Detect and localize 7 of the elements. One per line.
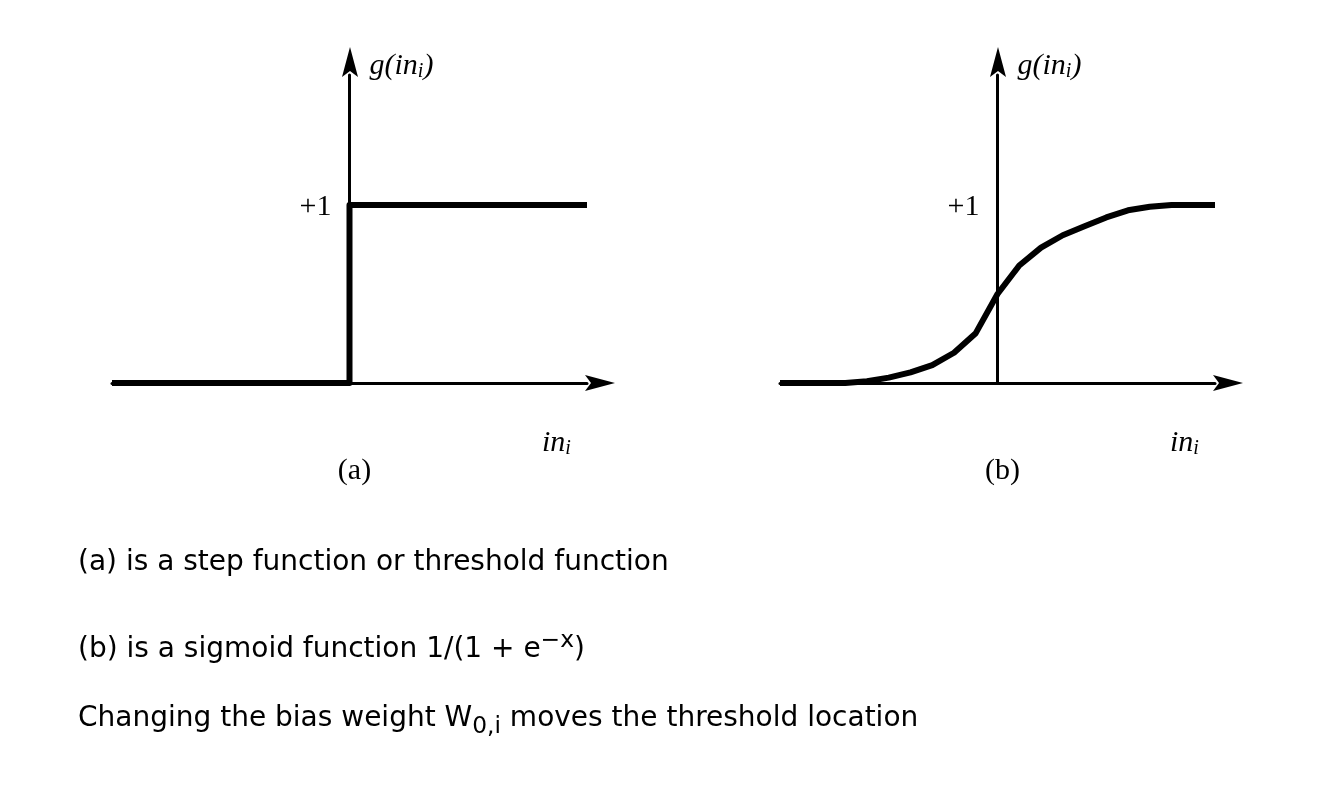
annotation: +1: [299, 188, 332, 222]
text: (b): [985, 451, 1020, 486]
text: (a) is a step function or threshold function: [78, 543, 670, 579]
text: Changing the bias weight W$_{0,i}$ moves the threshold location: [78, 699, 920, 741]
text: (a): [337, 451, 372, 486]
annotation: +1: [947, 188, 980, 222]
text: (b) is a sigmoid function 1/(1 + e$^{−x}$): [78, 624, 586, 665]
